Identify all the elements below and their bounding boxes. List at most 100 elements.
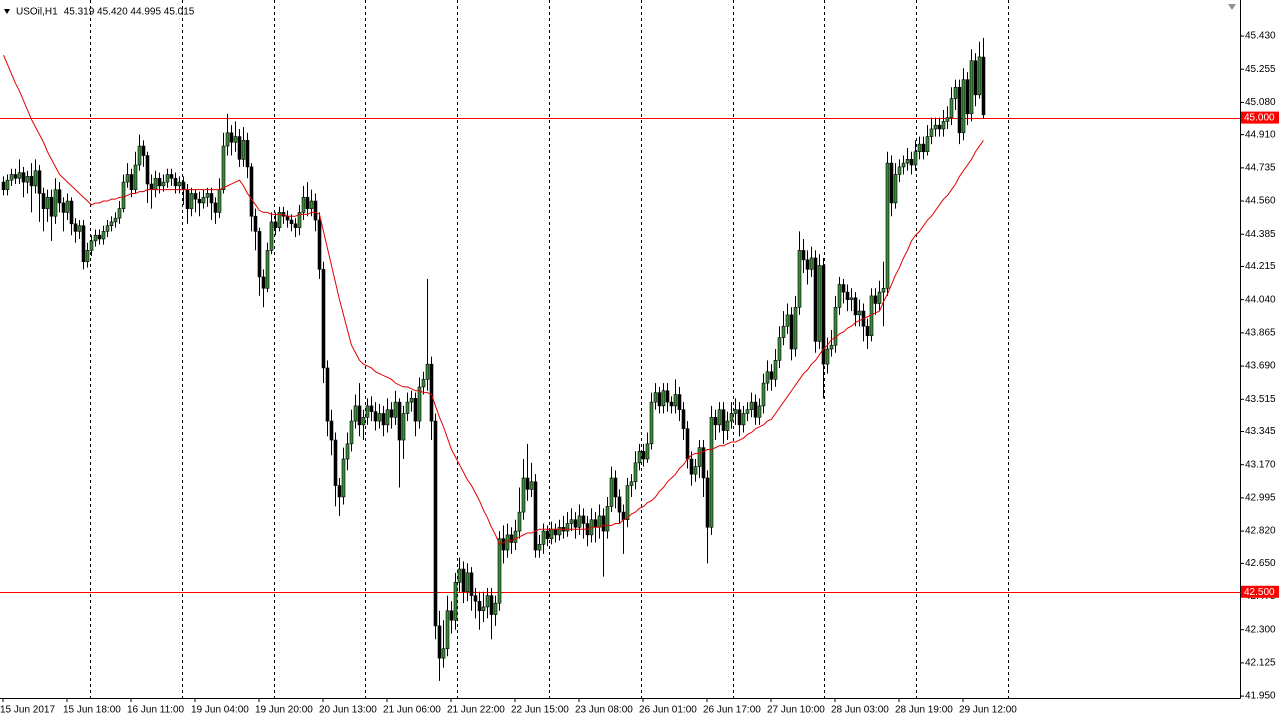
candle-body xyxy=(545,530,550,539)
candle-body xyxy=(549,528,554,539)
candle-body xyxy=(361,416,366,426)
candle-body xyxy=(97,234,102,240)
candle-body xyxy=(173,177,178,187)
candle-body xyxy=(581,515,586,524)
candle-body xyxy=(773,360,778,380)
candle-body xyxy=(665,390,670,403)
candle-body xyxy=(153,177,158,190)
candle-body xyxy=(421,379,426,388)
candle-body xyxy=(941,121,946,130)
y-tick-label: 44.910 xyxy=(1245,129,1276,140)
candle-body xyxy=(101,231,106,240)
candle-body xyxy=(797,250,802,308)
candle-body xyxy=(93,234,98,242)
candle-body xyxy=(645,443,650,460)
candle-body xyxy=(489,595,494,615)
candle-body xyxy=(965,79,970,115)
y-tick-label: 42.995 xyxy=(1245,493,1276,504)
candle-body xyxy=(209,193,214,204)
candle-body xyxy=(9,174,14,181)
candle-body xyxy=(613,477,618,498)
candle-body xyxy=(53,189,58,217)
candle-body xyxy=(517,511,522,532)
candle-body xyxy=(577,515,582,528)
candle-body xyxy=(961,79,966,134)
candle-body xyxy=(357,405,362,426)
shift-marker xyxy=(1228,4,1236,10)
candle-body xyxy=(73,223,78,232)
candle-body xyxy=(257,231,262,278)
candle-body xyxy=(721,409,726,431)
candle-body xyxy=(657,392,662,407)
candle-body xyxy=(641,451,646,460)
candle-body xyxy=(821,265,826,365)
candle-body xyxy=(901,162,906,168)
candle-body xyxy=(221,145,226,190)
x-tick-label: 28 Jun 03:00 xyxy=(831,705,889,716)
candle-body xyxy=(349,420,354,445)
candle-body xyxy=(57,189,62,204)
x-tick-label: 23 Jun 08:00 xyxy=(575,705,633,716)
candle-body xyxy=(949,98,954,118)
y-tick-label: 43.865 xyxy=(1245,328,1276,339)
candle-body xyxy=(601,515,606,532)
candle-body xyxy=(681,409,686,429)
candle-body xyxy=(261,276,266,289)
candle-body xyxy=(237,136,242,160)
candle-body xyxy=(213,202,218,213)
candle-body xyxy=(893,174,898,204)
y-tick-label: 43.690 xyxy=(1245,361,1276,372)
candle-body xyxy=(269,221,274,251)
candle-body xyxy=(77,225,82,232)
candle-body xyxy=(933,124,938,130)
candle-body xyxy=(813,257,818,342)
candle-body xyxy=(621,511,626,521)
candle-body xyxy=(753,401,758,418)
candle-body xyxy=(525,477,530,490)
candle-body xyxy=(17,172,22,179)
candle-body xyxy=(89,240,94,251)
candle-body xyxy=(333,439,338,486)
candle-body xyxy=(285,215,290,221)
y-tick-label: 41.950 xyxy=(1245,691,1276,702)
candle-body xyxy=(969,60,974,115)
y-tick-label: 45.080 xyxy=(1245,97,1276,108)
candle-body xyxy=(217,189,222,213)
candle-body xyxy=(113,217,118,223)
candle-body xyxy=(905,159,910,164)
candle-body xyxy=(461,568,466,593)
candle-body xyxy=(253,215,258,232)
candle-body xyxy=(629,481,634,486)
candle-body xyxy=(505,534,510,551)
chart-subtitle: 45.319 45.420 44.995 45.015 xyxy=(64,7,195,18)
x-tick-label: 19 Jun 20:00 xyxy=(255,705,313,716)
candle-body xyxy=(897,166,902,175)
candle-body xyxy=(49,196,54,217)
candle-body xyxy=(829,344,834,350)
candle-body xyxy=(929,128,934,137)
candle-body xyxy=(29,176,34,187)
candle-body xyxy=(605,506,610,532)
candle-body xyxy=(845,291,850,300)
candle-body xyxy=(857,310,862,316)
candle-body xyxy=(297,212,302,228)
candle-body xyxy=(889,162,894,204)
candle-body xyxy=(633,462,638,483)
x-tick-label: 26 Jun 17:00 xyxy=(703,705,761,716)
candle-body xyxy=(273,221,278,228)
candle-body xyxy=(309,200,314,209)
candle-body xyxy=(705,477,710,528)
candle-body xyxy=(137,145,142,166)
candle-body xyxy=(145,155,150,185)
candle-body xyxy=(229,132,234,143)
candle-body xyxy=(369,405,374,412)
candle-body xyxy=(41,193,46,209)
candle-body xyxy=(441,648,446,659)
candle-body xyxy=(881,288,886,293)
candle-body xyxy=(973,60,978,96)
candle-body xyxy=(125,174,130,183)
candle-body xyxy=(637,451,642,464)
candle-body xyxy=(481,606,486,612)
candle-body xyxy=(725,420,730,431)
